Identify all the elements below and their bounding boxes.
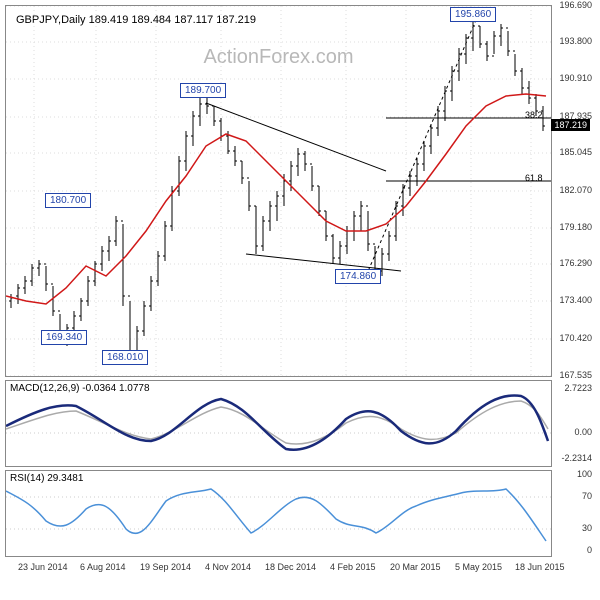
price-ytick: 185.045	[559, 147, 592, 157]
x-tick-label: 6 Aug 2014	[80, 562, 126, 572]
price-ytick: 179.180	[559, 222, 592, 232]
rsi-ytick: 30	[582, 523, 592, 533]
fib-label: 38.2	[525, 110, 543, 120]
x-tick-label: 4 Feb 2015	[330, 562, 376, 572]
x-tick-label: 20 Mar 2015	[390, 562, 441, 572]
macd-ytick: 2.7223	[564, 383, 592, 393]
chart-container: GBPJPY,Daily 189.419 189.484 187.117 187…	[0, 0, 600, 600]
rsi-panel: RSI(14) 29.3481	[5, 470, 552, 557]
rsi-ytick: 0	[587, 545, 592, 555]
price-ytick: 187.935	[559, 111, 592, 121]
price-svg	[6, 6, 551, 376]
x-tick-label: 4 Nov 2014	[205, 562, 251, 572]
x-tick-label: 18 Dec 2014	[265, 562, 316, 572]
price-ytick: 182.070	[559, 185, 592, 195]
x-tick-label: 19 Sep 2014	[140, 562, 191, 572]
price-panel: GBPJPY,Daily 189.419 189.484 187.117 187…	[5, 5, 552, 377]
rsi-svg	[6, 471, 551, 556]
price-ytick: 176.290	[559, 258, 592, 268]
price-annotation: 168.010	[102, 350, 148, 365]
rsi-ytick: 70	[582, 491, 592, 501]
x-tick-label: 23 Jun 2014	[18, 562, 68, 572]
price-ytick: 167.535	[559, 370, 592, 380]
macd-svg	[6, 381, 551, 466]
price-annotation: 169.340	[41, 330, 87, 345]
price-ytick: 196.690	[559, 0, 592, 10]
price-annotation: 189.700	[180, 83, 226, 98]
x-tick-label: 5 May 2015	[455, 562, 502, 572]
macd-panel: MACD(12,26,9) -0.0364 1.0778	[5, 380, 552, 467]
price-ytick: 173.400	[559, 295, 592, 305]
price-ytick: 170.420	[559, 333, 592, 343]
macd-ytick: -2.2314	[561, 453, 592, 463]
x-tick-label: 18 Jun 2015	[515, 562, 565, 572]
price-ytick: 193.800	[559, 36, 592, 46]
price-ytick: 190.910	[559, 73, 592, 83]
fib-label: 61.8	[525, 173, 543, 183]
price-annotation: 195.860	[450, 7, 496, 22]
rsi-ytick: 100	[577, 469, 592, 479]
price-annotation: 180.700	[45, 193, 91, 208]
macd-ytick: 0.00	[574, 427, 592, 437]
price-annotation: 174.860	[335, 269, 381, 284]
